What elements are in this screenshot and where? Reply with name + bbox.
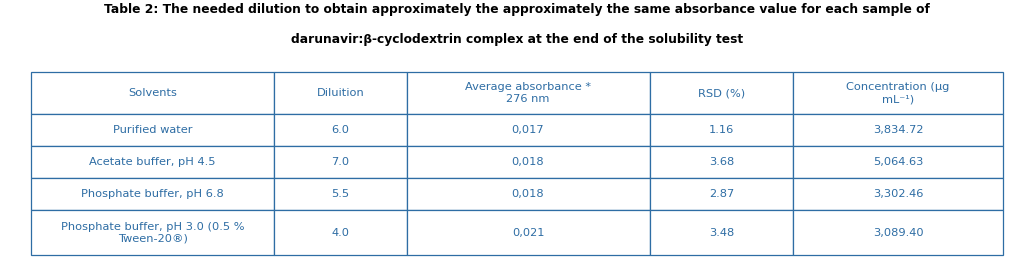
Bar	[31, 146, 274, 178]
Text: Phosphate buffer, pH 3.0 (0.5 %
Tween-20®): Phosphate buffer, pH 3.0 (0.5 % Tween-20…	[61, 222, 244, 244]
Text: 0,021: 0,021	[512, 228, 544, 238]
Bar	[649, 146, 793, 178]
Bar	[406, 114, 649, 146]
Text: 0,017: 0,017	[512, 125, 544, 135]
Bar	[31, 72, 274, 114]
Bar	[406, 72, 649, 114]
Text: 5,064.63: 5,064.63	[873, 157, 923, 167]
Text: 2.87: 2.87	[708, 189, 734, 199]
Bar	[31, 178, 274, 210]
Text: RSD (%): RSD (%)	[698, 88, 744, 98]
Text: 1.16: 1.16	[708, 125, 734, 135]
Text: Purified water: Purified water	[113, 125, 192, 135]
Bar	[793, 72, 1003, 114]
Bar	[793, 114, 1003, 146]
Text: 4.0: 4.0	[331, 228, 349, 238]
Bar	[649, 210, 793, 255]
Bar	[31, 114, 274, 146]
Text: Diluition: Diluition	[316, 88, 364, 98]
Text: Concentration (μg
mL⁻¹): Concentration (μg mL⁻¹)	[847, 82, 950, 104]
Bar	[274, 72, 406, 114]
Bar	[406, 178, 649, 210]
Text: Solvents: Solvents	[128, 88, 177, 98]
Text: 3.68: 3.68	[708, 157, 734, 167]
Text: 0,018: 0,018	[512, 157, 544, 167]
Text: darunavir:β-cyclodextrin complex at the end of the solubility test: darunavir:β-cyclodextrin complex at the …	[291, 33, 743, 46]
Text: 3,089.40: 3,089.40	[873, 228, 923, 238]
Bar	[274, 210, 406, 255]
Bar	[31, 210, 274, 255]
Text: Acetate buffer, pH 4.5: Acetate buffer, pH 4.5	[89, 157, 216, 167]
Text: Table 2: The needed dilution to obtain approximately the approximately the same : Table 2: The needed dilution to obtain a…	[104, 3, 930, 16]
Text: Average absorbance *
276 nm: Average absorbance * 276 nm	[465, 82, 591, 104]
Text: 6.0: 6.0	[331, 125, 349, 135]
Text: 0,018: 0,018	[512, 189, 544, 199]
Bar	[649, 72, 793, 114]
Text: 7.0: 7.0	[331, 157, 349, 167]
Bar	[274, 114, 406, 146]
Bar	[274, 178, 406, 210]
Text: Phosphate buffer, pH 6.8: Phosphate buffer, pH 6.8	[81, 189, 224, 199]
Bar	[406, 146, 649, 178]
Bar	[274, 146, 406, 178]
Text: 3,302.46: 3,302.46	[873, 189, 923, 199]
Bar	[793, 210, 1003, 255]
Bar	[649, 114, 793, 146]
Bar	[649, 178, 793, 210]
Bar	[793, 178, 1003, 210]
Text: 3.48: 3.48	[708, 228, 734, 238]
Text: 5.5: 5.5	[331, 189, 349, 199]
Bar	[793, 146, 1003, 178]
Bar	[406, 210, 649, 255]
Text: 3,834.72: 3,834.72	[873, 125, 923, 135]
